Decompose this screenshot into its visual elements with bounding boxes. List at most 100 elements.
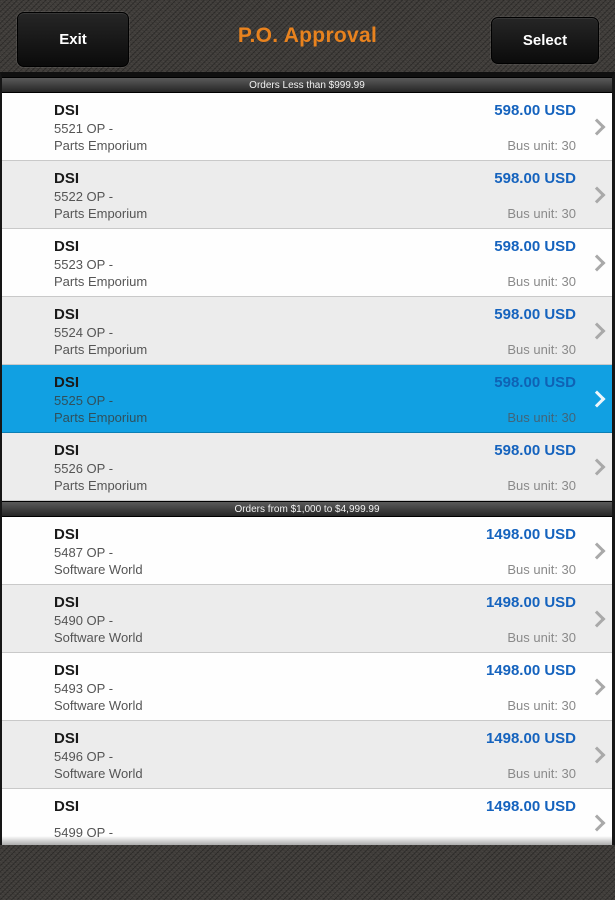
vendor-name: DSI — [54, 594, 80, 611]
po-item-right: 598.00 USD Bus unit: 30 — [494, 170, 576, 221]
po-list-item[interactable]: DSI 5522 OP - Parts Emporium 598.00 USD … — [2, 161, 612, 229]
business-unit: Bus unit: 30 — [507, 562, 576, 577]
po-amount: 598.00 USD — [494, 374, 576, 391]
po-amount: 1498.00 USD — [485, 662, 576, 679]
po-item-right: 598.00 USD Bus unit: 30 — [494, 442, 576, 493]
po-amount: 1498.00 USD — [485, 730, 576, 747]
po-item-left: DSI 5493 OP - Software World — [54, 662, 143, 713]
po-number: 5523 OP - — [54, 257, 114, 272]
supplier-name: Software World — [54, 562, 143, 577]
po-number: 5487 OP - — [54, 545, 114, 560]
po-number: 5521 OP - — [54, 121, 114, 136]
chevron-right-icon — [591, 817, 603, 829]
po-number: 5499 OP - — [54, 824, 114, 840]
order-section: Orders Less than $999.99 DSI 5521 OP - P… — [2, 77, 612, 501]
business-unit: Bus unit: 30 — [507, 274, 576, 289]
chevron-right-icon — [591, 257, 603, 269]
po-list-item[interactable]: DSI 5493 OP - Software World 1498.00 USD… — [2, 653, 612, 721]
po-item-left: DSI 5523 OP - Parts Emporium — [54, 238, 147, 289]
supplier-name: Parts Emporium — [54, 274, 148, 289]
po-amount: 598.00 USD — [494, 306, 576, 323]
select-button[interactable]: Select — [491, 17, 599, 64]
supplier-name: Parts Emporium — [54, 206, 148, 221]
chevron-right-icon — [591, 613, 603, 625]
po-list-item[interactable]: DSI 5496 OP - Software World 1498.00 USD… — [2, 721, 612, 789]
business-unit: Bus unit: 30 — [507, 698, 576, 713]
supplier-name: Parts Emporium — [54, 342, 148, 357]
po-amount: 1498.00 USD — [485, 798, 576, 815]
app-header: P.O. Approval Exit Select — [0, 0, 615, 72]
vendor-name: DSI — [54, 798, 80, 815]
po-amount: 1498.00 USD — [485, 594, 576, 611]
po-item-left: DSI 5487 OP - Software World — [54, 526, 143, 577]
page-title: P.O. Approval — [237, 24, 378, 47]
po-item-right: 1498.00 USD Bus unit: 30 — [486, 730, 576, 781]
section-header: Orders Less than $999.99 — [2, 77, 612, 93]
business-unit: Bus unit: 30 — [507, 478, 576, 493]
vendor-name: DSI — [54, 306, 80, 323]
po-amount: 598.00 USD — [494, 170, 576, 187]
po-number: 5526 OP - — [54, 461, 114, 476]
business-unit: Bus unit: 30 — [507, 766, 576, 781]
po-item-right: 1498.00 USD Bus unit: 30 — [486, 526, 576, 577]
section-rows: DSI 5487 OP - Software World 1498.00 USD… — [2, 517, 612, 845]
po-number: 5490 OP - — [54, 613, 114, 628]
po-number: 5524 OP - — [54, 325, 114, 340]
po-item-left: DSI 5526 OP - Parts Emporium — [54, 442, 147, 493]
po-item-left: DSI 5521 OP - Parts Emporium — [54, 102, 147, 153]
po-list-item[interactable]: DSI 5525 OP - Parts Emporium 598.00 USD … — [2, 365, 612, 433]
po-list-item[interactable]: DSI 5521 OP - Parts Emporium 598.00 USD … — [2, 93, 612, 161]
po-amount: 1498.00 USD — [485, 526, 576, 543]
po-list-item[interactable]: DSI 5526 OP - Parts Emporium 598.00 USD … — [2, 433, 612, 501]
po-list-item[interactable]: DSI 5499 OP - 1498.00 USD — [2, 789, 612, 845]
po-list-item[interactable]: DSI 5490 OP - Software World 1498.00 USD… — [2, 585, 612, 653]
vendor-name: DSI — [54, 662, 80, 679]
business-unit: Bus unit: 30 — [507, 138, 576, 153]
section-header: Orders from $1,000 to $4,999.99 — [2, 501, 612, 517]
supplier-name: Parts Emporium — [54, 478, 148, 493]
chevron-right-icon — [591, 681, 603, 693]
po-list-item[interactable]: DSI 5524 OP - Parts Emporium 598.00 USD … — [2, 297, 612, 365]
po-list-item[interactable]: DSI 5487 OP - Software World 1498.00 USD… — [2, 517, 612, 585]
po-list-item[interactable]: DSI 5523 OP - Parts Emporium 598.00 USD … — [2, 229, 612, 297]
vendor-name: DSI — [54, 170, 80, 187]
vendor-name: DSI — [54, 730, 80, 747]
business-unit: Bus unit: 30 — [507, 342, 576, 357]
po-item-left: DSI 5524 OP - Parts Emporium — [54, 306, 147, 357]
supplier-name: Software World — [54, 630, 143, 645]
business-unit: Bus unit: 30 — [507, 206, 576, 221]
vendor-name: DSI — [54, 238, 80, 255]
po-item-right: 598.00 USD Bus unit: 30 — [494, 102, 576, 153]
po-item-right: 1498.00 USD Bus unit: 30 — [486, 662, 576, 713]
supplier-name: Parts Emporium — [54, 138, 148, 153]
po-amount: 598.00 USD — [494, 238, 576, 255]
business-unit: Bus unit: 30 — [507, 410, 576, 425]
chevron-right-icon — [591, 325, 603, 337]
po-list[interactable]: Orders Less than $999.99 DSI 5521 OP - P… — [0, 72, 615, 845]
po-item-right: 1498.00 USD Bus unit: 30 — [486, 594, 576, 645]
order-section: Orders from $1,000 to $4,999.99 DSI 5487… — [2, 501, 612, 845]
po-item-left: DSI 5522 OP - Parts Emporium — [54, 170, 147, 221]
po-amount: 598.00 USD — [494, 442, 576, 459]
vendor-name: DSI — [54, 374, 80, 391]
chevron-right-icon — [591, 121, 603, 133]
vendor-name: DSI — [54, 526, 80, 543]
po-amount: 598.00 USD — [494, 102, 576, 119]
po-number: 5496 OP - — [54, 749, 114, 764]
po-item-right: 598.00 USD Bus unit: 30 — [494, 374, 576, 425]
po-item-left: DSI 5490 OP - Software World — [54, 594, 143, 645]
exit-button[interactable]: Exit — [17, 12, 129, 67]
vendor-name: DSI — [54, 442, 80, 459]
po-item-right: 598.00 USD Bus unit: 30 — [494, 238, 576, 289]
supplier-name: Software World — [54, 698, 143, 713]
po-item-left: DSI 5499 OP - — [54, 798, 113, 845]
supplier-name: Parts Emporium — [54, 410, 148, 425]
po-item-right: 598.00 USD Bus unit: 30 — [494, 306, 576, 357]
vendor-name: DSI — [54, 102, 80, 119]
supplier-name: Software World — [54, 766, 143, 781]
po-item-left: DSI 5496 OP - Software World — [54, 730, 143, 781]
po-number: 5522 OP - — [54, 189, 114, 204]
section-rows: DSI 5521 OP - Parts Emporium 598.00 USD … — [2, 93, 612, 501]
chevron-right-icon — [591, 545, 603, 557]
